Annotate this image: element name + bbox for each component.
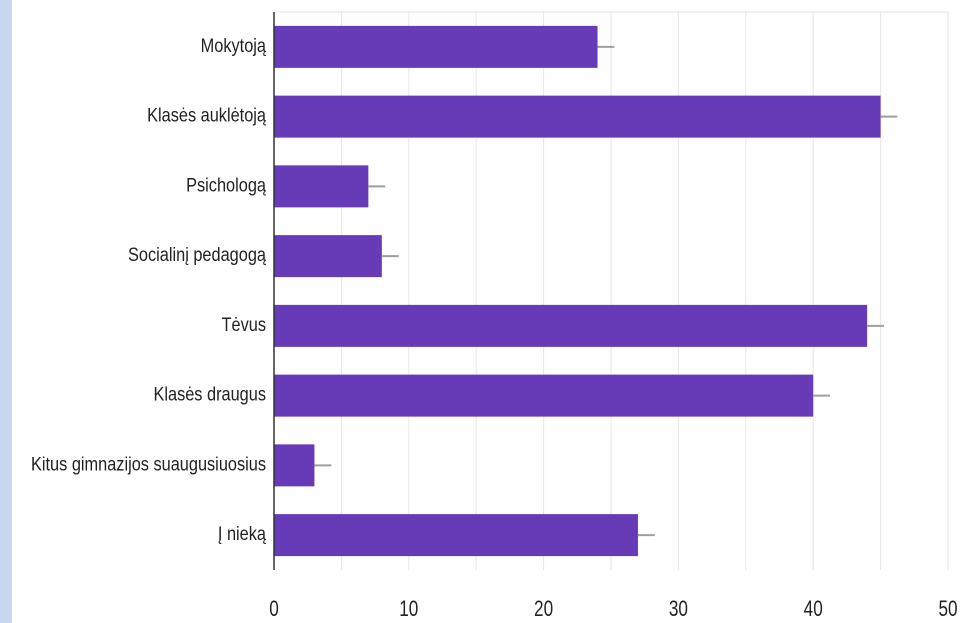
x-tick-label: 0 [269, 597, 279, 622]
category-label: Kitus gimnazijos suaugusiuosius [31, 453, 266, 474]
category-label: Į nieką [218, 523, 266, 544]
x-tick-label: 30 [669, 597, 688, 622]
category-label: Klasės draugus [153, 383, 266, 404]
bar [274, 235, 382, 278]
x-tick-label: 10 [399, 597, 418, 622]
bar [274, 304, 868, 347]
bar [274, 95, 881, 138]
bar [274, 444, 315, 487]
category-label: Tėvus [222, 314, 267, 335]
bar [274, 374, 814, 417]
category-label: Socialinį pedagogą [128, 244, 266, 265]
left-edge-strip [0, 0, 12, 623]
x-tick-label: 50 [938, 597, 957, 622]
x-tick-label: 20 [534, 597, 553, 622]
bar [274, 25, 598, 68]
bar [274, 514, 638, 557]
x-tick-label: 40 [804, 597, 823, 622]
category-label: Klasės auklėtoją [147, 104, 266, 125]
bar [274, 165, 369, 208]
category-label: Mokytoją [201, 35, 266, 56]
category-label: Psichologą [186, 174, 266, 195]
